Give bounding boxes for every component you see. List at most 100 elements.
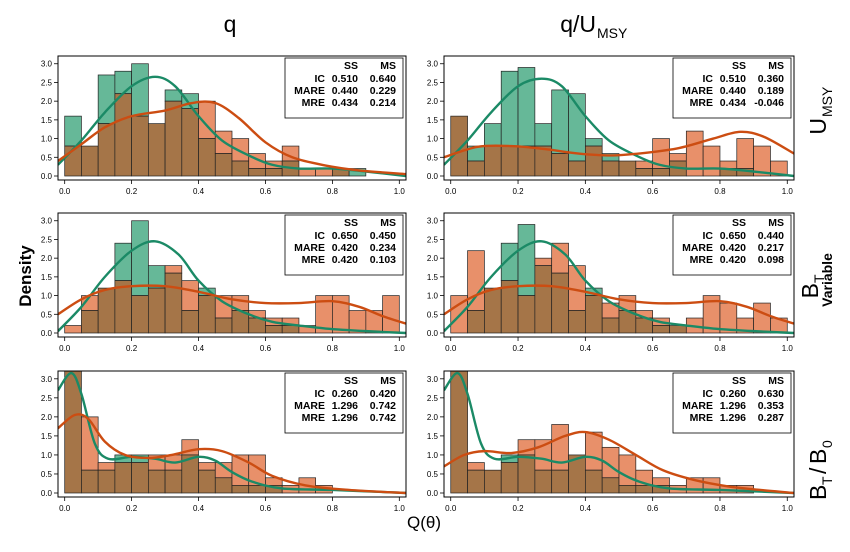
y-tick-label: 0.0 bbox=[41, 172, 53, 181]
row-label-umsy-sub: MSY bbox=[819, 86, 835, 117]
overlap-bar-12 bbox=[652, 168, 670, 177]
x-tick-label: 0.4 bbox=[193, 504, 205, 513]
overlap-bar-8 bbox=[584, 469, 603, 494]
overlap-bar-10 bbox=[618, 485, 637, 494]
stats-value-ss: 0.440 bbox=[332, 85, 358, 97]
y-tick-label: 0.5 bbox=[427, 470, 439, 479]
x-tick-label: 1.0 bbox=[782, 187, 794, 196]
y-tick-label: 0.0 bbox=[427, 172, 439, 181]
panel-frame bbox=[443, 370, 795, 498]
overlap-bar-5 bbox=[147, 123, 166, 177]
y-tick-label: 3.0 bbox=[41, 60, 53, 69]
ms-bar-15 bbox=[702, 145, 721, 177]
overlap-bar-8 bbox=[198, 469, 216, 494]
stats-legend-box bbox=[672, 214, 792, 276]
y-tick-label: 0.0 bbox=[427, 329, 439, 338]
ms-bar-16 bbox=[719, 160, 738, 169]
ss-density-line bbox=[444, 77, 794, 178]
overlap-bar-2 bbox=[484, 287, 502, 334]
ss-bar-8 bbox=[584, 138, 603, 147]
ms-bar-10 bbox=[618, 454, 637, 486]
overlap-bar-12 bbox=[652, 325, 670, 334]
overlap-bar-10 bbox=[231, 485, 250, 494]
x-tick-label: 0.8 bbox=[327, 187, 339, 196]
row-label-bt-sub: T bbox=[811, 274, 827, 283]
stats-header-ms: MS bbox=[380, 217, 396, 229]
overlap-bar-9 bbox=[601, 160, 620, 177]
stats-row-name: IC bbox=[315, 73, 326, 85]
y-tick-label: 3.0 bbox=[427, 375, 439, 384]
x-tick-label: 0.8 bbox=[714, 504, 726, 513]
x-tick-label: 0.0 bbox=[445, 504, 457, 513]
panel-r0-c1: 0.0 0.2 0.4 0.6 0.8 1.0 0.0 0.5 1.0 1.5 2.0 2.5 3.0 S… bbox=[427, 55, 795, 196]
panel-r2-c1: 0.0 0.2 0.4 0.6 0.8 1.0 0.0 0.5 1.0 1.5 2.0 2.5 3.0 S… bbox=[427, 370, 795, 513]
x-tick-label: 0.0 bbox=[59, 344, 71, 353]
stats-value-ms: 0.742 bbox=[370, 412, 396, 424]
overlap-bar-5 bbox=[147, 287, 166, 334]
row-label-bt-b0-main: B bbox=[805, 485, 831, 500]
overlap-bar-10 bbox=[231, 160, 250, 177]
stats-value-ss: 1.296 bbox=[720, 412, 746, 424]
x-tick-label: 0.2 bbox=[126, 187, 138, 196]
overlap-bar-11 bbox=[635, 168, 654, 177]
overlap-bar-11 bbox=[635, 485, 654, 494]
panel-frame bbox=[57, 370, 407, 498]
stats-row-name: MRE bbox=[302, 412, 325, 424]
stats-value-ms: 0.742 bbox=[370, 400, 396, 412]
stats-header-ss: SS bbox=[344, 60, 358, 72]
ss-bar-3 bbox=[500, 70, 519, 147]
overlap-bar-1 bbox=[81, 310, 99, 334]
stats-header-ms: MS bbox=[768, 60, 784, 72]
x-tick-label: 0.6 bbox=[260, 344, 272, 353]
y-tick-label: 2.0 bbox=[41, 413, 53, 422]
ms-density-line bbox=[444, 284, 794, 325]
stats-value-ss: 0.260 bbox=[720, 388, 746, 400]
overlap-bar-4 bbox=[517, 454, 536, 494]
overlap-bar-13 bbox=[281, 325, 300, 334]
stats-value-ss: 0.420 bbox=[720, 254, 746, 266]
y-tick-label: 0.5 bbox=[427, 153, 439, 162]
ms-bar-0 bbox=[64, 325, 82, 334]
col-title-q-u: q/U bbox=[560, 11, 596, 37]
stats-row-name: IC bbox=[703, 388, 714, 400]
overlap-bar-4 bbox=[517, 145, 536, 177]
stats-row-name: MRE bbox=[302, 97, 325, 109]
y-tick-label: 1.5 bbox=[427, 116, 439, 125]
x-tick-label: 0.2 bbox=[512, 504, 524, 513]
stats-value-ms: 0.440 bbox=[758, 230, 784, 242]
overlap-bar-5 bbox=[534, 469, 553, 494]
stats-value-ss: 0.420 bbox=[332, 242, 358, 254]
stats-row-name: IC bbox=[315, 388, 326, 400]
x-tick-label: 0.4 bbox=[580, 344, 592, 353]
overlap-bar-3 bbox=[500, 462, 519, 494]
row-label-variable: Variable bbox=[819, 253, 835, 307]
x-tick-label: 0.0 bbox=[59, 504, 71, 513]
stats-value-ms: 0.234 bbox=[370, 242, 396, 254]
overlap-bar-7 bbox=[568, 160, 586, 177]
y-tick-label: 1.0 bbox=[427, 451, 439, 460]
y-tick-label: 1.0 bbox=[427, 292, 439, 301]
overlap-bar-6 bbox=[164, 469, 183, 494]
overlap-bar-4 bbox=[131, 462, 149, 494]
y-tick-label: 2.0 bbox=[427, 97, 439, 106]
overlap-bar-4 bbox=[131, 115, 149, 177]
overlap-bar-8 bbox=[584, 145, 603, 177]
stats-row-name: IC bbox=[315, 230, 326, 242]
stats-header-ss: SS bbox=[732, 60, 746, 72]
x-tick-label: 0.8 bbox=[714, 344, 726, 353]
overlap-bar-3 bbox=[114, 93, 132, 177]
stats-value-ss: 1.296 bbox=[332, 412, 358, 424]
overlap-bar-5 bbox=[534, 265, 553, 334]
stats-value-ss: 0.650 bbox=[720, 230, 746, 242]
overlap-bar-13 bbox=[669, 325, 687, 334]
x-tick-label: 0.4 bbox=[580, 187, 592, 196]
stats-header-ss: SS bbox=[732, 375, 746, 387]
overlap-bar-1 bbox=[81, 145, 99, 177]
y-tick-label: 2.5 bbox=[41, 394, 53, 403]
ss-bar-4 bbox=[131, 63, 149, 117]
ms-density-line bbox=[444, 430, 794, 495]
panel-frame bbox=[57, 212, 407, 338]
y-tick-label: 2.5 bbox=[41, 235, 53, 244]
ms-bar-18 bbox=[753, 302, 771, 334]
overlap-bar-12 bbox=[265, 168, 283, 177]
